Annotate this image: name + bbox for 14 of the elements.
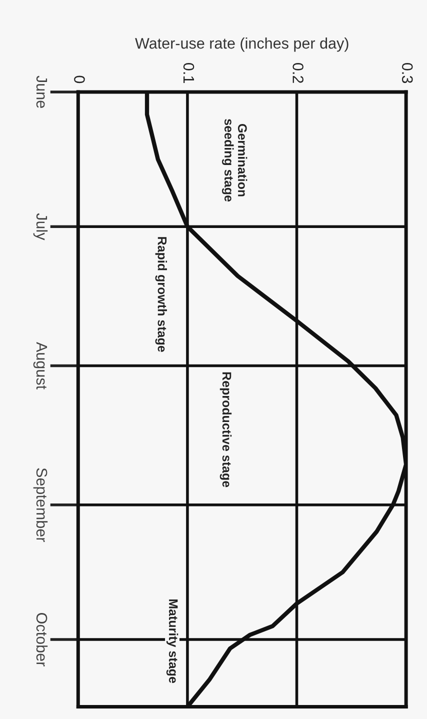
y-tick-label: August <box>33 342 48 390</box>
y-tick-label: July <box>33 213 48 240</box>
x-tick-label: 0.3 <box>402 63 413 84</box>
x-tick-label: 0.1 <box>183 63 194 83</box>
x-tick-label: 0 <box>74 76 85 84</box>
x-axis-title: Water-use rate (inches per day) <box>135 38 348 52</box>
annotation: Germination seeding stage <box>222 119 248 202</box>
x-tick-label: 0.2 <box>292 63 304 83</box>
annotation: Reproductive stage <box>220 372 232 488</box>
y-tick-label: September <box>33 468 48 542</box>
y-tick-label: October <box>36 613 48 666</box>
y-tick-label: June <box>36 76 48 108</box>
annotation: Rapid growth stage <box>155 237 167 352</box>
annotation: Maturity stage <box>166 599 178 683</box>
